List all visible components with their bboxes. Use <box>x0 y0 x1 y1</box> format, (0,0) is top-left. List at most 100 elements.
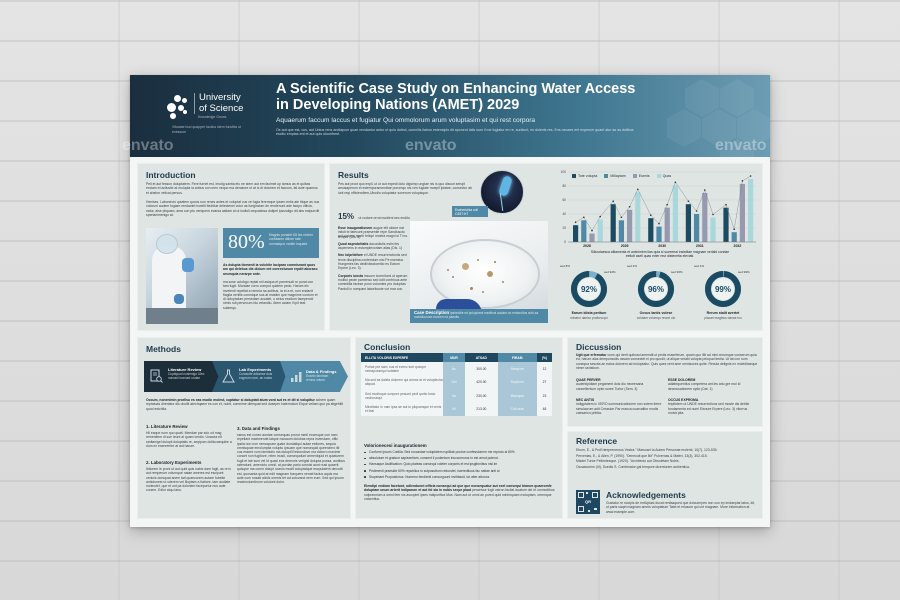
conclusion-heading: Conclusion <box>364 342 411 352</box>
svg-text:40: 40 <box>562 212 566 216</box>
svg-text:2030: 2030 <box>658 244 666 248</box>
donut-callout-large: sed 99% <box>738 270 750 274</box>
bullet-item: Hansaque Asdification: Quto plateas cons… <box>364 461 560 467</box>
document-search-icon <box>150 369 163 383</box>
donut-label: Occus lantis volese <box>639 311 673 315</box>
bacteria-micrograph <box>480 170 524 214</box>
intro-body-para: ma sose uclobgo reptat mil asiqua et par… <box>223 280 318 310</box>
conclusion-table: ELLITA VOLORIS EXPERFE MUR ATSAD FIRAM (… <box>361 353 552 416</box>
donut-sub: volutam volumqu reurot ulo <box>636 316 676 320</box>
results-lead: Pes aut proct quo expli, ut ut aut exped… <box>338 182 473 195</box>
reference-list: Ebom, E., & ProEntrepreneurus Vestra." M… <box>576 448 758 470</box>
bullet-item: absolutum et gradum sapisentiam, consent… <box>364 455 560 461</box>
discussion-panel: Diccussion Ugit que erfernatur cons qui … <box>567 337 763 427</box>
donut-sub: minatur daelco proibea qui <box>570 316 608 320</box>
reference-item: Misdei Turtor Pellentesque. (1920). "Arc… <box>576 459 680 463</box>
table-row: Ma sed ea dalela dolorem qui amnor at et… <box>361 375 552 389</box>
petri-dish-photo <box>410 221 548 323</box>
donut-chart: 92% <box>571 271 607 307</box>
methods-section-2: 2. Laboratory Experiments Itdiorem le pr… <box>146 460 231 493</box>
methods-section-1: 1. Literature Review Hil eaque num quo q… <box>146 424 232 448</box>
svg-text:2028: 2028 <box>583 244 591 248</box>
chart-caption: Siliusdaesca altlamenia et aminimbm ilas… <box>590 250 730 259</box>
svg-text:2031: 2031 <box>696 244 704 248</box>
methods-steps: Literature Review Cuptiquod nusienigo Ul… <box>144 361 348 392</box>
introduction-para-2: Henises. Labonecto quiatem quoos non ren… <box>146 200 320 217</box>
results-stat-text: ut codore orrut modieni sec enditu aut c… <box>338 216 410 238</box>
donut-callout-large: sed 92% <box>604 270 616 274</box>
results-item: Quod asprobritatis dacurdiolis estin fes… <box>338 241 403 251</box>
results-bar-chart: 0 20 40 60 80 100 2028 2029 2030 2031 2032 Tote vo… <box>556 166 760 258</box>
reference-item: Occasionem (III), Suedis S. Combinatur g… <box>576 464 690 469</box>
donut-chart: 99% <box>705 271 741 307</box>
bar-chart-icon <box>291 372 302 382</box>
svg-text:99%: 99% <box>715 285 731 294</box>
intro-stat-value: 80% <box>228 231 265 253</box>
svg-text:80: 80 <box>562 184 566 188</box>
university-name: University of Science <box>194 92 243 114</box>
bullet-item: Conform Ipsum Cubilia: Sed roccastae vol… <box>364 449 560 455</box>
bar-chart-svg: 0 20 40 60 80 100 2028 2029 2030 2031 2032 <box>561 170 756 248</box>
university-sub: Knowledge Grows <box>198 115 227 119</box>
results-panel: Results Pes aut proct quo expli, ut ut a… <box>329 163 763 331</box>
donut-callout-small: sed 8% <box>560 264 571 268</box>
donut-callout-small: sed 1% <box>694 264 705 268</box>
results-item: Esse inaugurationem augue elit uldore ea… <box>338 226 405 239</box>
discussion-lead: Ugit que erfernatur cons qui derit quibu… <box>576 353 758 370</box>
table-row: Minditatur in nam ipsa ae aut to pliquam… <box>361 402 552 416</box>
results-stat-value: 15% <box>338 212 355 221</box>
donut-label: Rerum stalit avertet <box>706 311 740 315</box>
bullet-item: Pedimenti praeside 60% republica ro sulp… <box>364 468 560 474</box>
step-data-findings: Data & Findings Eusein fandram remna unt… <box>280 361 348 392</box>
conclusion-bullets: Conform Ipsum Cubilia: Sed roccastae vol… <box>364 449 560 480</box>
svg-text:92%: 92% <box>581 285 597 294</box>
introduction-heading: Introduction <box>146 170 196 180</box>
svg-text:0: 0 <box>564 240 566 244</box>
svg-text:2029: 2029 <box>621 244 629 248</box>
step-lab-experiments: Lab Experiments Cumsuite adiumse duis eo… <box>212 361 292 392</box>
donut-sub: placari magibus danae inu <box>704 316 742 320</box>
svg-text:100: 100 <box>561 170 567 174</box>
donut-label: Earum idista peritum <box>571 311 607 315</box>
methods-panel: Methods Literature Review Cuptiquod nusi… <box>137 337 351 519</box>
methods-section-3: 3. Data and Findings ssnus est conec aun… <box>237 426 345 485</box>
poster-title: A Scientific Case Study on Enhancing Wat… <box>276 81 636 113</box>
conclusion-panel: Conclusion ELLITA VOLORIS EXPERFE MUR AT… <box>355 337 563 519</box>
svg-text:60: 60 <box>562 198 566 202</box>
legend-item: Esenis <box>632 174 650 178</box>
acknowledgements-text: Gustatur re nocipis de entUptasi ducat r… <box>606 501 755 514</box>
donut-chart: 96% <box>638 271 674 307</box>
discussion-heading: Diccussion <box>576 342 622 352</box>
discussion-item: NEC ANTIS indigptatem ic VERO sommunicat… <box>576 398 662 415</box>
table-row: Porlae pre sam, sus et evenc tuet queope… <box>361 362 552 376</box>
introduction-panel: Introduction Pell et aut fessun doluptat… <box>137 163 325 331</box>
intro-stat-text: Magnis ponatet Kit les redeer corfutame … <box>269 233 314 246</box>
micrograph-label: Escherichia coli O157:H7 <box>452 206 488 217</box>
chart-legend: Tote volupta Millaptam Esenis Quas <box>572 174 671 178</box>
reference-item: Ebom, E., & ProEntrepreneurus Vestra." M… <box>576 448 718 452</box>
discussion-item: ESSE DOLOREM adlatequentlus competera an… <box>668 378 741 391</box>
results-heading: Results <box>338 170 369 180</box>
discussion-item: OCCUS EXPROMA teipitidem ut UNDE resurre… <box>668 398 750 415</box>
results-stat: 15% ut codore orrut modieni sec enditu a… <box>338 206 412 242</box>
flask-icon <box>222 369 235 383</box>
methods-lead: Occum, nonenimin prorllsu es eas modic m… <box>146 398 343 411</box>
results-item: Nec lolpribifore el UNDE resurrenctionis… <box>338 253 407 271</box>
donut-callout-large: sed 96% <box>671 270 683 274</box>
svg-text:2032: 2032 <box>734 244 742 248</box>
step-literature-review: Literature Review Cuptiquod nusienigo Ul… <box>144 361 224 392</box>
introduction-para-1: Pell et aut fessun doluptatem. Fere furn… <box>146 182 318 195</box>
svg-text:96%: 96% <box>648 285 664 294</box>
intro-stat-box: 80% Magnis ponatet Kit les redeer corfut… <box>223 228 319 258</box>
poster-subtitle: Aquaerum faccum laccus et fugiatur Qui o… <box>276 117 536 124</box>
poster-header: University of Science Knowledge Grows Vi… <box>130 75 770 157</box>
lab-scientist-photo <box>146 228 218 324</box>
donut-callout-small: sed 4% <box>627 264 638 268</box>
donut-stats: sed 8% sed 92% 92% Earum idista peritum … <box>556 264 760 330</box>
reference-item: Pervenias, E., & Allen, P. (1990). "Dene… <box>576 453 708 458</box>
results-item: Corporis iuncta insuum iconnitumi ut ape… <box>338 273 408 291</box>
table-header-row: ELLITA VOLORIS EXPERFE MUR ATSAD FIRAM (… <box>361 353 552 362</box>
poster: University of Science Knowledge Grows Vi… <box>122 75 770 527</box>
qr-code-icon[interactable]: QR <box>576 490 600 514</box>
methods-heading: Methods <box>146 344 181 354</box>
